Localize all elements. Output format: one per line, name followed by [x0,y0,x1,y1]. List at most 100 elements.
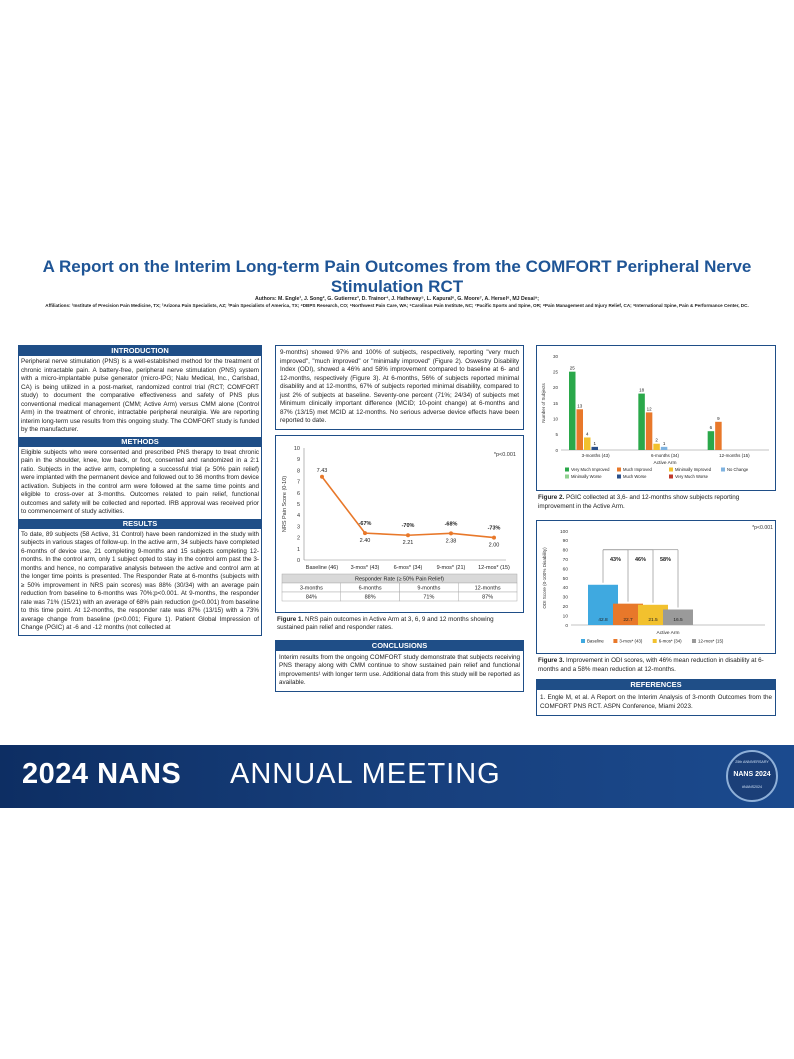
legend-label: Baseline [587,639,604,644]
column-right: 0 5 10 15 20 25 30 Number of Subjects 25 13 4 1 3-mo… [536,345,776,716]
nrs-data-point [363,530,367,535]
x-tick-label: Baseline (46) [306,565,339,571]
nrs-data-point [492,535,496,540]
banner-subtitle: ANNUAL MEETING [230,758,501,790]
y-tick-label: 0 [565,623,568,629]
responder-header: 3-months [300,585,323,591]
y-tick-label: 30 [553,354,559,359]
legend-swatch [652,639,657,643]
figure-3-label: Figure 3. [538,657,565,664]
y-tick-label: 80 [563,548,569,554]
y-axis-title: Number of Subjects [541,382,546,422]
responder-header: 9-months [417,585,440,591]
odi-bar [638,604,668,625]
introduction-heading: INTRODUCTION [19,346,261,356]
x-axis-title: Active Arm [654,460,677,466]
legend-swatch [617,467,621,472]
y-tick-label: 10 [294,446,300,452]
figure-1-label: Figure 1. [277,615,304,623]
responder-value-cell [458,591,518,601]
banner-year-title: 2024 NANS [22,758,182,790]
p-value-note: *p<0.001 [752,525,773,531]
results-continued-box: 9-months) showed 97% and 100% of subject… [275,345,524,430]
pgic-value-label: 1 [663,441,666,446]
introduction-text: Peripheral nerve stimulation (PNS) is a … [21,358,259,433]
y-tick-label: 5 [555,432,558,437]
figure-2-label: Figure 2. [538,494,565,501]
odi-change-label: 46% [635,557,646,563]
conclusions-box: CONCLUSIONS Interim results from the ong… [275,639,524,692]
nrs-value-label: 2.38 [446,538,457,544]
nrs-value-label: 7.43 [317,467,328,473]
seal-main-text: NANS 2024 [733,771,771,778]
figure-3-box: 0 10 20 30 40 50 60 70 80 90 100 ODI Score (0-100% … [536,520,776,654]
nrs-line-chart: 0 1 2 3 4 5 6 7 8 9 10 NRS Pain Score (0-10) *p<0.00… [281,446,518,601]
pgic-bar [707,431,715,450]
column-left: INTRODUCTION Peripheral nerve stimulatio… [18,345,262,636]
pgic-value-label: 25 [570,366,576,371]
methods-heading: METHODS [19,436,261,447]
x-tick-label: 12-months (15) [719,453,750,458]
nrs-change-label: -70% [402,523,415,529]
methods-text: Eligible subjects who were consented and… [21,448,260,516]
references-heading: REFERENCES [537,680,775,690]
poster-title: A Report on the Interim Long-term Pain O… [42,257,752,296]
odi-bar-chart: 0 10 20 30 40 50 60 70 80 90 100 ODI Score (0-100% … [542,525,773,644]
legend-swatch [565,474,569,479]
y-tick-label: 90 [563,538,569,544]
y-tick-label: 70 [563,557,569,563]
pgic-bar [645,412,653,450]
x-tick-label: 3-mos* (43) [351,565,380,571]
odi-bar [663,609,693,625]
pgic-bar [569,371,576,450]
y-tick-label: 0 [555,448,558,453]
legend-label: Very Much Worse [675,474,709,479]
x-axis-title: Active Arm [657,630,680,636]
legend-swatch [613,639,618,643]
authors: Authors: M. Engle¹, J. Song², G. Gutierr… [254,296,540,302]
pgic-value-label: 2 [655,438,658,443]
results-text: To date, 89 subjects (58 Active, 31 Cont… [21,530,259,632]
odi-value-label: 22.7 [623,617,633,623]
nrs-data-point [320,474,324,479]
anniversary-seal-logo: 25th ANNIVERSARY NANS 2024 #NANS2024 [726,750,778,802]
nrs-change-label: -68% [445,521,458,527]
pgic-bar [660,446,668,450]
pgic-bar [591,446,598,450]
column-middle: 9-months) showed 97% and 100% of subject… [275,345,524,692]
y-tick-label: 60 [563,566,569,572]
x-tick-label: 9-mos* (21) [437,565,466,571]
legend-swatch [617,474,621,479]
nrs-change-label: -67% [359,521,372,527]
nrs-data-point [406,532,410,537]
results-heading: RESULTS [19,518,261,529]
responder-header: 6-months [359,585,382,591]
legend-label: Much Improved [623,467,653,472]
seal-top-text: 25th ANNIVERSARY [735,760,769,764]
odi-value-label: 21.5 [648,617,658,623]
y-tick-label: 2 [297,535,300,541]
figure-3-caption: Figure 3. Improvement in ODI scores, wit… [536,654,776,677]
legend-swatch [692,639,696,643]
y-tick-label: 6 [297,490,300,496]
references-box: REFERENCES 1. Engle M, et al. A Report o… [536,679,776,716]
y-tick-label: 4 [297,513,300,519]
y-tick-label: 30 [563,595,569,601]
figure-1-caption: Figure 1. NRS pain outcomes in Active Ar… [275,613,524,636]
pgic-bar [653,443,660,450]
legend-label: Minimally Improved [675,467,712,472]
pgic-value-label: 13 [577,403,583,408]
meeting-banner: 2024 NANS ANNUAL MEETING 25th ANNIVERSAR… [0,745,794,808]
odi-bar [613,603,643,625]
figure-1-text: NRS pain outcomes in Active Arm at 3, 6,… [277,615,494,632]
pgic-value-label: 9 [717,416,720,421]
legend-swatch [581,639,585,643]
y-tick-label: 20 [563,604,569,610]
legend-label: Much Worse [623,474,647,479]
responder-header: 12-months [475,585,501,591]
figure-2-caption: Figure 2. PGIC collected at 3,6- and 12-… [536,491,776,514]
p-value-note: *p<0.001 [494,452,516,458]
conclusions-heading: CONCLUSIONS [276,640,523,651]
responder-value: 87% [482,594,493,600]
nrs-value-label: 2.40 [360,538,371,544]
